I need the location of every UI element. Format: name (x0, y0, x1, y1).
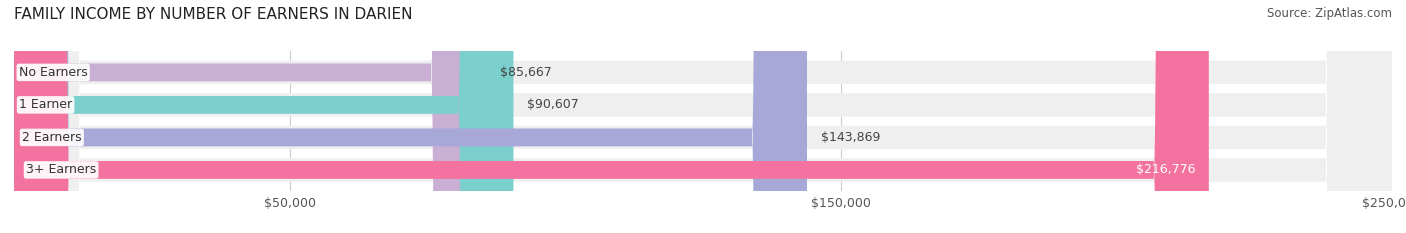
Text: $90,607: $90,607 (527, 98, 579, 111)
FancyBboxPatch shape (14, 0, 513, 233)
FancyBboxPatch shape (14, 0, 807, 233)
FancyBboxPatch shape (14, 0, 1392, 233)
Text: $143,869: $143,869 (821, 131, 880, 144)
Text: 1 Earner: 1 Earner (20, 98, 72, 111)
FancyBboxPatch shape (14, 0, 1209, 233)
FancyBboxPatch shape (14, 0, 1392, 233)
FancyBboxPatch shape (14, 0, 486, 233)
Text: 2 Earners: 2 Earners (22, 131, 82, 144)
Text: FAMILY INCOME BY NUMBER OF EARNERS IN DARIEN: FAMILY INCOME BY NUMBER OF EARNERS IN DA… (14, 7, 412, 22)
Text: Source: ZipAtlas.com: Source: ZipAtlas.com (1267, 7, 1392, 20)
Text: $216,776: $216,776 (1136, 163, 1195, 176)
Text: $85,667: $85,667 (501, 66, 551, 79)
Text: 3+ Earners: 3+ Earners (25, 163, 96, 176)
FancyBboxPatch shape (14, 0, 1392, 233)
Text: No Earners: No Earners (18, 66, 87, 79)
FancyBboxPatch shape (14, 0, 1392, 233)
